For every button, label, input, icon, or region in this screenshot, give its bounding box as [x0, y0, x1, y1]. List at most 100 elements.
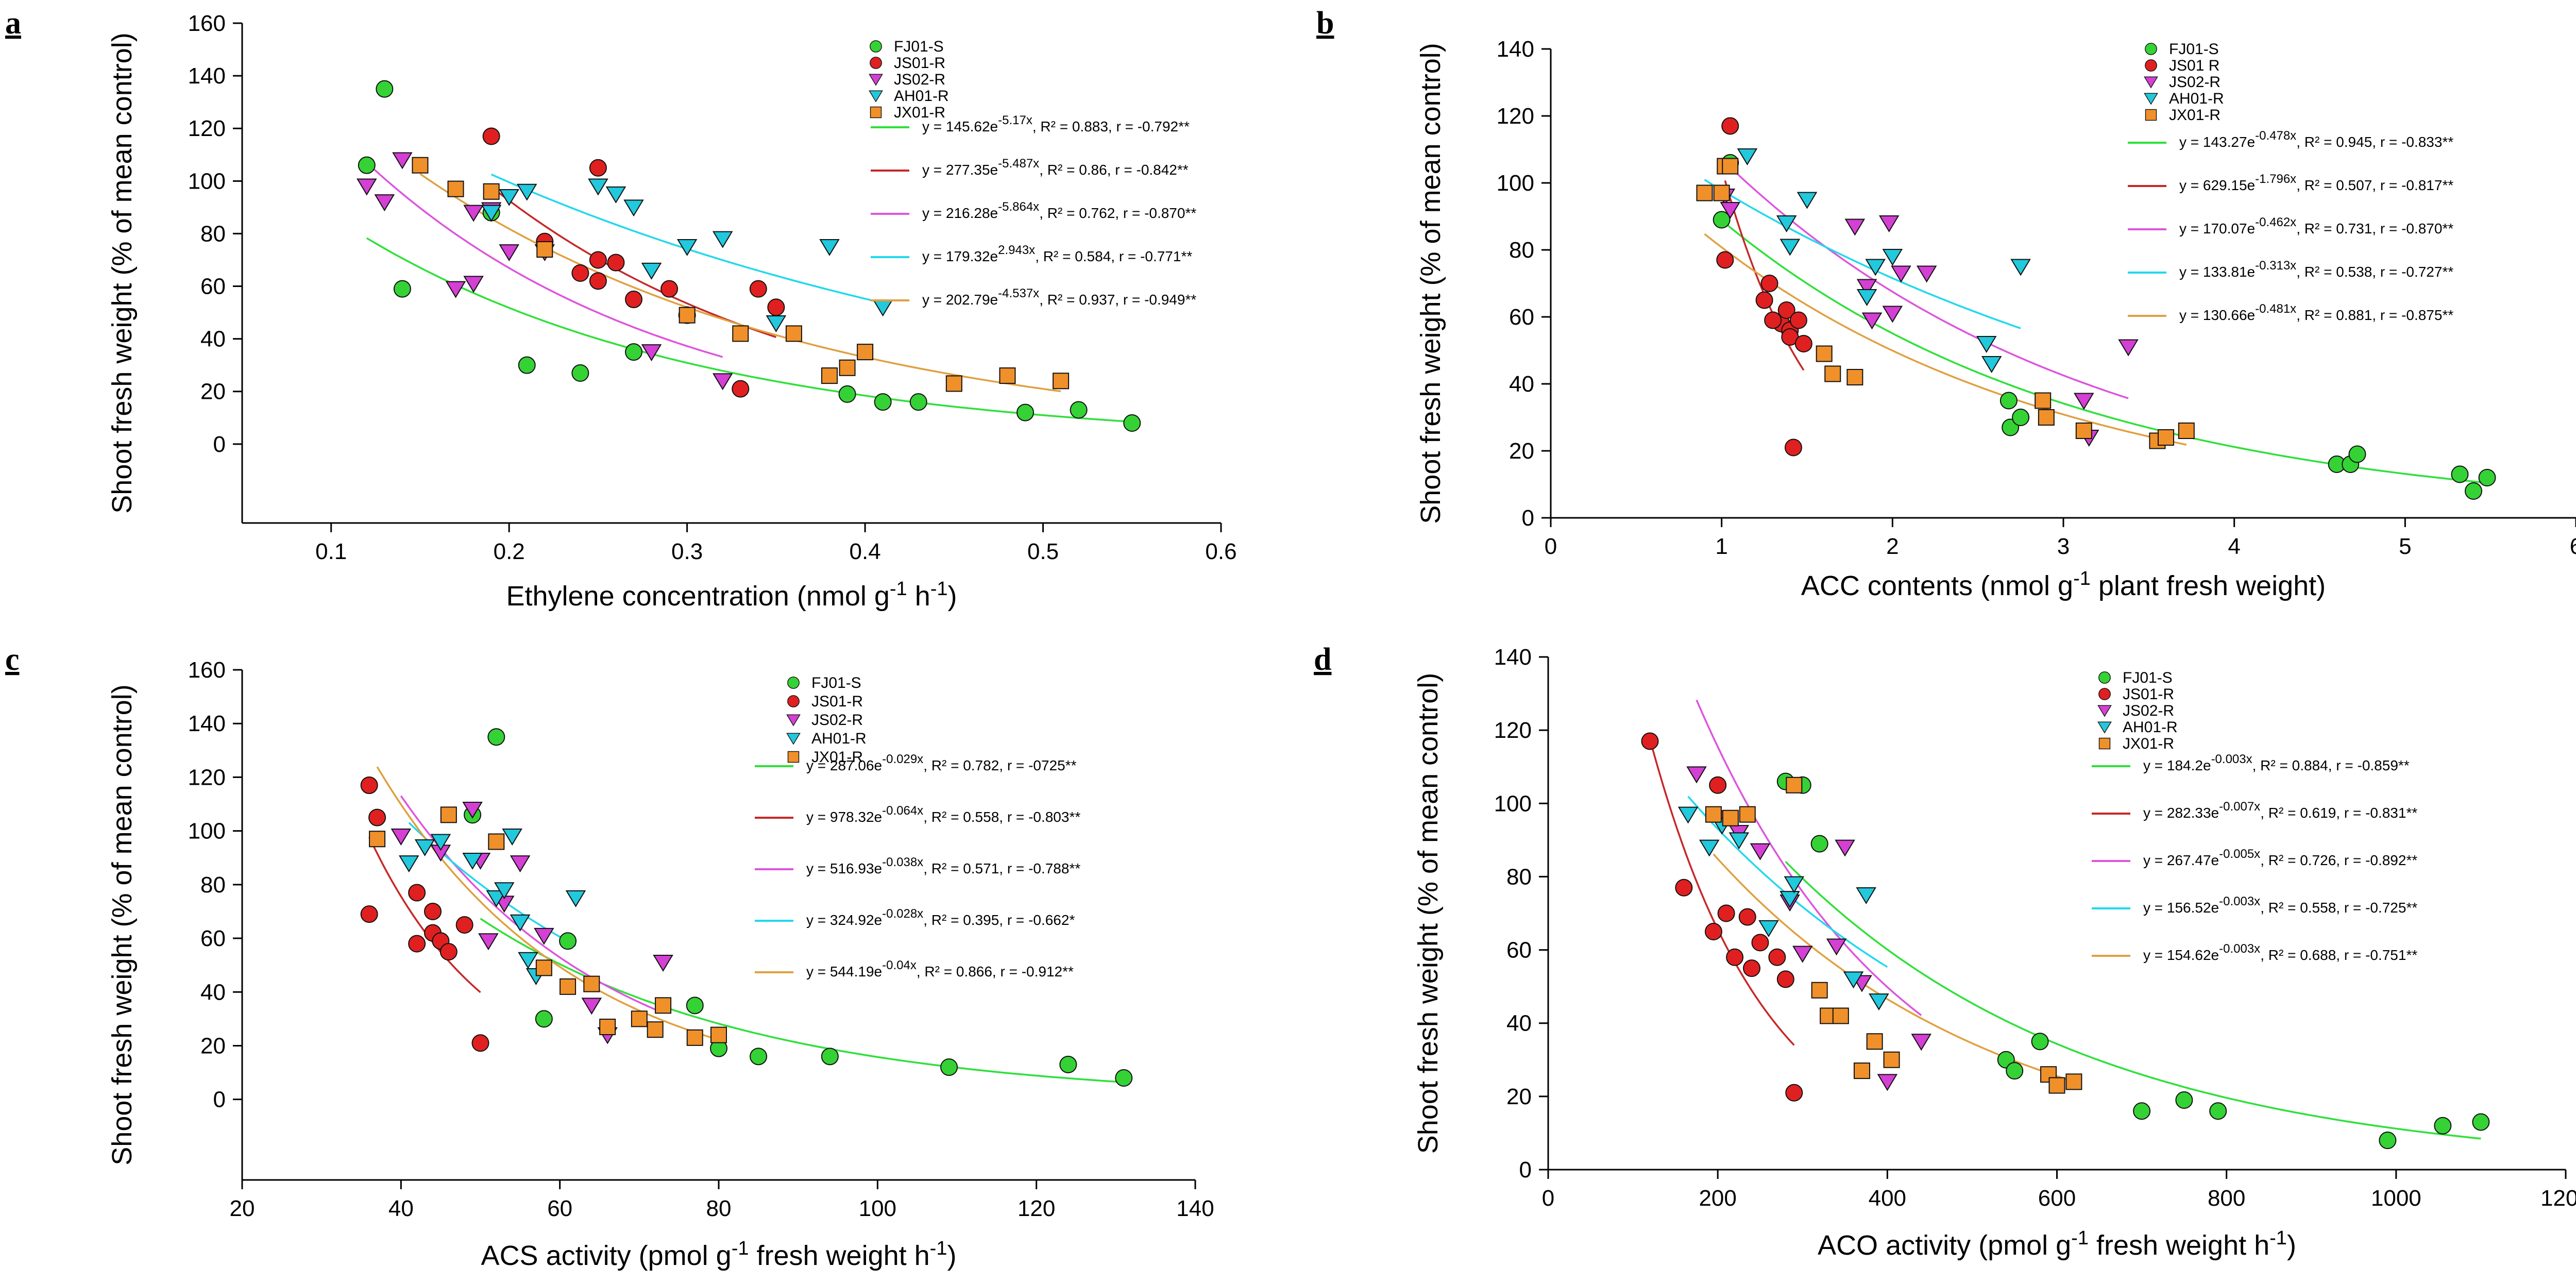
x-tick-label: 1000	[2371, 1186, 2421, 1211]
x-axis-title: Ethylene concentration (nmol g-1 h-1)	[506, 578, 957, 612]
data-point	[857, 344, 874, 361]
fit-equation: y = 130.66e-0.481x, R² = 0.881, r = -0.8…	[2179, 302, 2453, 323]
data-point	[368, 808, 386, 826]
legend-label: AH01-R	[2123, 719, 2178, 736]
legend-marker	[2145, 109, 2157, 121]
legend-marker	[787, 751, 800, 763]
legend-marker	[2098, 737, 2111, 750]
legend-label: JX01-R	[2169, 107, 2221, 124]
data-point	[785, 325, 802, 342]
series-js01-r	[1716, 117, 1812, 457]
legend-label: JS02-R	[811, 712, 863, 729]
data-point	[1755, 291, 1773, 309]
legend-label: JS02-R	[2169, 74, 2221, 91]
x-tick-label: 800	[2208, 1186, 2245, 1211]
data-point	[1696, 184, 1713, 201]
data-point	[819, 239, 840, 256]
data-point	[2065, 1073, 2082, 1090]
legend-marker	[786, 714, 801, 727]
data-point	[1738, 908, 1756, 926]
fit-equation: y = 978.32e-0.064x, R² = 0.558, r = -0.8…	[806, 804, 1080, 825]
data-point	[463, 276, 484, 293]
equations: y = 145.62e-5.17x, R² = 0.883, r = -0.79…	[871, 113, 1196, 308]
data-point	[357, 178, 377, 196]
data-point	[1780, 239, 1801, 256]
data-point	[821, 1048, 839, 1066]
data-point	[1882, 249, 1903, 266]
data-point	[488, 833, 505, 850]
data-point	[1811, 982, 1828, 999]
data-point	[1843, 971, 1864, 989]
data-point	[1832, 1007, 1849, 1024]
data-point	[2074, 393, 2094, 410]
data-point	[2451, 465, 2469, 483]
legend-marker	[870, 40, 882, 53]
data-point	[945, 375, 962, 392]
y-tick-label: 160	[188, 11, 226, 36]
legend-marker	[2097, 705, 2112, 717]
legend-marker	[869, 74, 883, 86]
data-point	[1123, 414, 1141, 432]
data-point	[1878, 215, 1900, 232]
data-point	[414, 839, 435, 856]
data-point	[605, 186, 626, 204]
data-point	[1776, 215, 1797, 232]
data-point	[1722, 809, 1739, 826]
data-point	[518, 356, 536, 374]
data-point	[1743, 959, 1760, 977]
fit-curve-js01-r	[1649, 738, 1795, 1046]
data-point	[1861, 312, 1883, 330]
data-point	[623, 199, 644, 217]
data-point	[767, 298, 785, 316]
data-point	[462, 801, 483, 819]
data-point	[518, 952, 538, 969]
data-point	[358, 156, 376, 174]
y-tick-label: 60	[200, 926, 226, 951]
fit-equation: y = 184.2e-0.003x, R² = 0.884, r = -0.85…	[2143, 752, 2410, 773]
data-point	[2133, 1102, 2151, 1120]
data-point	[2348, 445, 2366, 463]
y-axis-title: Shoot fresh weight (% of mean control)	[1413, 673, 1444, 1154]
equations: y = 184.2e-0.003x, R² = 0.884, r = -0.85…	[2092, 752, 2417, 963]
legend-label: JS01-R	[894, 55, 945, 72]
data-point	[1784, 438, 1802, 457]
series-js02-r	[357, 152, 733, 391]
data-point	[440, 806, 457, 823]
legend-marker	[870, 106, 882, 119]
data-point	[1869, 993, 1889, 1011]
data-point	[679, 307, 696, 324]
x-tick-label: 140	[1176, 1196, 1214, 1221]
legend-marker	[786, 733, 801, 745]
data-point	[1750, 843, 1771, 860]
data-point	[535, 959, 552, 976]
x-tick-label: 400	[1869, 1186, 1906, 1211]
data-point	[2010, 259, 2031, 276]
data-point	[447, 180, 464, 197]
data-point	[391, 829, 412, 846]
data-point	[2434, 1117, 2452, 1135]
fit-curve-fj01-s	[1721, 220, 2487, 484]
x-tick-label: 60	[547, 1196, 572, 1221]
data-point	[625, 291, 642, 309]
data-point	[571, 364, 589, 382]
data-point	[483, 183, 500, 200]
data-point	[398, 855, 419, 873]
data-point	[1016, 403, 1034, 421]
fit-curve-ah01-r	[1704, 179, 2021, 329]
data-point	[571, 264, 589, 282]
data-point	[589, 272, 607, 290]
data-point	[641, 344, 662, 362]
data-point	[2175, 1091, 2193, 1109]
legend-marker	[2144, 93, 2158, 105]
data-point	[510, 855, 531, 873]
data-point	[641, 262, 662, 280]
data-point	[1856, 887, 1876, 904]
data-point	[1797, 192, 1818, 209]
panel-letter-d: d	[1314, 642, 1331, 677]
legend-label: FJ01-S	[2169, 41, 2219, 58]
y-tick-label: 100	[188, 819, 226, 844]
data-point	[560, 978, 577, 995]
series-js01-r	[1641, 732, 1803, 1102]
